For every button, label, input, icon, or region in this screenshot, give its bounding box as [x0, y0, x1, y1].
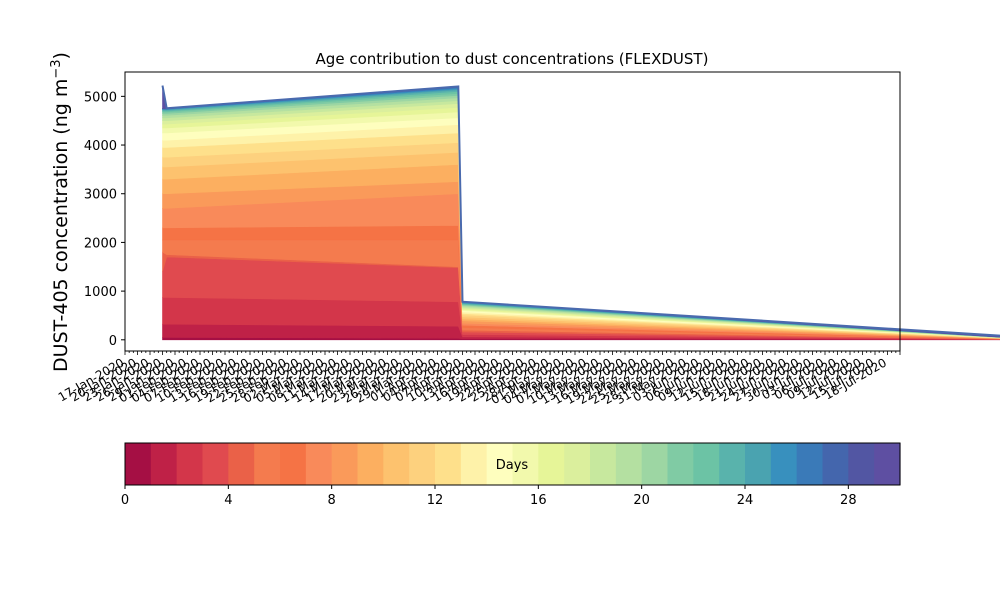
x-axis: 17-Jan-202020-Jan-202023-Jan-202026-Jan-…	[56, 351, 901, 407]
colorbar-tick-label: 16	[530, 493, 547, 508]
colorbar-segment	[460, 443, 488, 485]
colorbar-tick-label: 12	[427, 493, 444, 508]
colorbar-segment	[150, 443, 178, 485]
colorbar-segment	[667, 443, 694, 485]
y-tick-label: 2000	[84, 236, 117, 251]
colorbar: 0 4 8 12 16 20 24 28	[121, 442, 901, 508]
colorbar-tick-label: 8	[328, 493, 336, 508]
colorbar-segment	[125, 443, 152, 485]
colorbar-segment	[280, 443, 307, 485]
colorbar-segment	[435, 443, 462, 485]
colorbar-segment	[512, 443, 539, 485]
colorbar-segment	[874, 443, 901, 485]
colorbar-segment	[383, 443, 410, 485]
colorbar-tick-label: 4	[224, 493, 232, 508]
colorbar-segment	[719, 443, 746, 485]
colorbar-segment	[538, 443, 565, 485]
colorbar-segment	[176, 443, 204, 485]
colorbar-segment	[564, 443, 591, 485]
y-tick-label: 4000	[84, 139, 117, 154]
colorbar-segment	[331, 443, 359, 485]
colorbar-segment	[357, 443, 384, 485]
colorbar-tick-label: 20	[633, 493, 650, 508]
y-axis: 0 1000 2000 3000 4000 5000	[84, 90, 125, 349]
colorbar-segment	[590, 443, 617, 485]
y-tick-label: 3000	[84, 188, 117, 203]
stacked-area-group	[161, 85, 1000, 341]
y-axis-label-close: )	[50, 52, 72, 59]
y-axis-label: DUST-405 concentration (ng m−3)	[49, 52, 73, 372]
colorbar-tick-label: 0	[121, 493, 129, 508]
total-concentration-line	[161, 85, 1000, 337]
y-axis-label-main: DUST-405 concentration (ng m	[50, 79, 72, 372]
y-axis-label-superscript: −3	[49, 59, 64, 78]
colorbar-segment	[202, 443, 229, 485]
colorbar-segment	[745, 443, 772, 485]
colorbar-label: Days	[496, 458, 529, 473]
colorbar-segment	[796, 443, 824, 485]
colorbar-tick-label: 24	[737, 493, 754, 508]
y-tick-label: 0	[109, 334, 117, 349]
colorbar-segment	[254, 443, 281, 485]
colorbar-segment	[228, 443, 255, 485]
colorbar-segment	[848, 443, 875, 485]
colorbar-segment	[693, 443, 720, 485]
colorbar-tick-label: 28	[840, 493, 857, 508]
colorbar-segment	[409, 443, 436, 485]
colorbar-segment	[822, 443, 849, 485]
colorbar-frame	[124, 442, 901, 486]
colorbar-segment	[641, 443, 669, 485]
y-tick-label: 5000	[84, 90, 117, 105]
chart-title: Age contribution to dust concentrations …	[316, 50, 709, 68]
colorbar-segment	[486, 443, 514, 485]
colorbar-segment	[770, 443, 798, 485]
colorbar-segment	[615, 443, 643, 485]
colorbar-segment	[305, 443, 333, 485]
y-tick-label: 1000	[84, 285, 117, 300]
